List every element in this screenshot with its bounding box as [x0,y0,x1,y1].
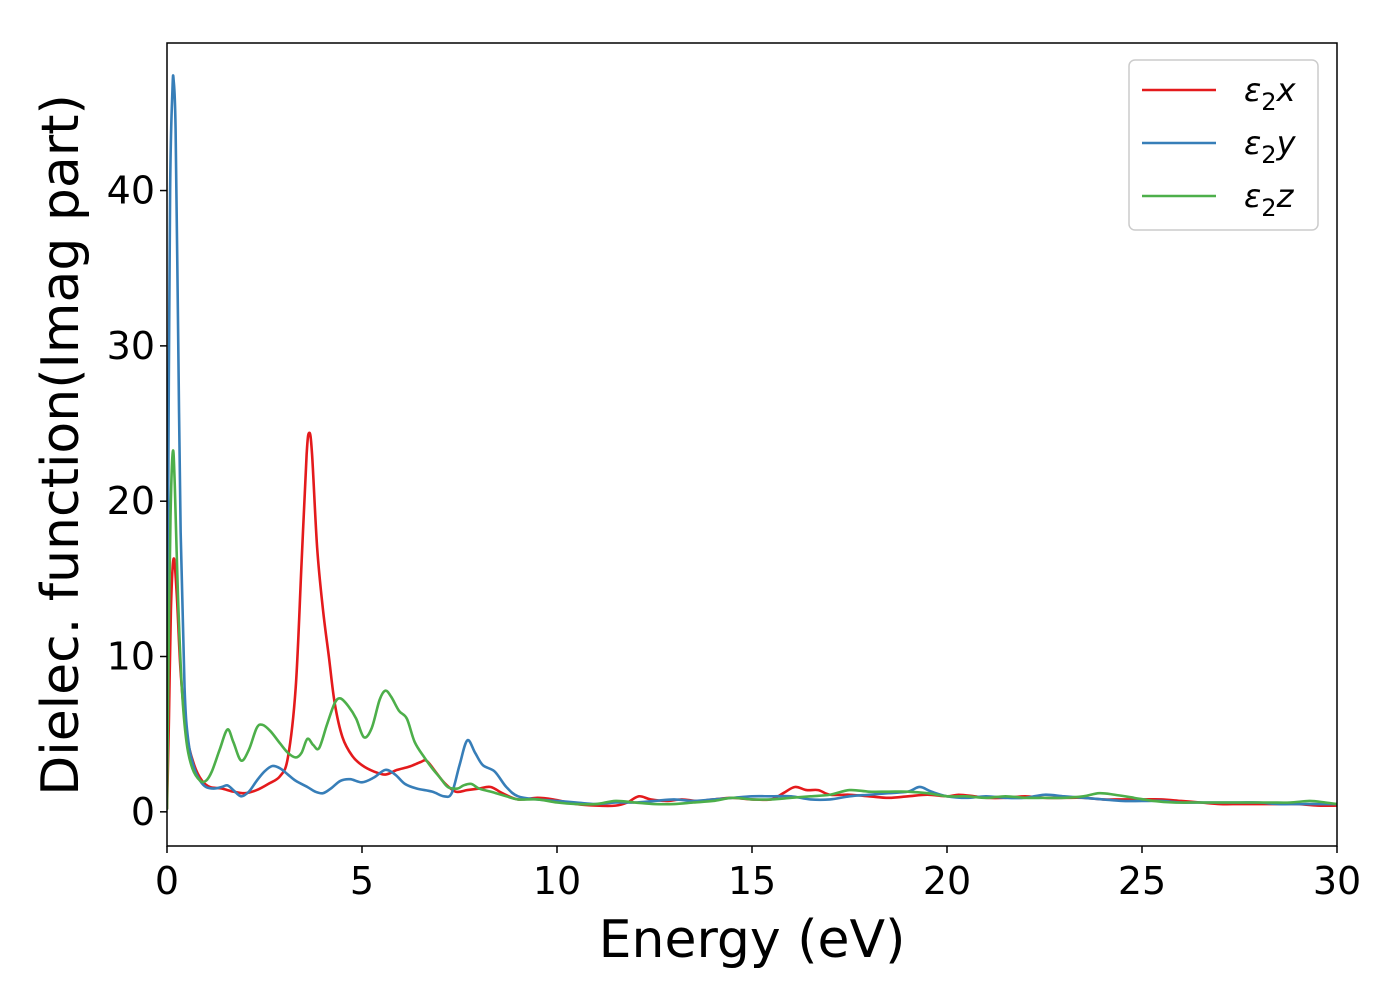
legend: ε2x ε2y ε2z [1128,59,1319,231]
x-tick-label: 10 [533,859,581,903]
x-tick-label: 0 [155,859,179,903]
x-tick-label: 5 [350,859,374,903]
x-tick-label: 15 [728,859,776,903]
series-line-y [167,74,1337,806]
x-tick-label: 30 [1313,859,1361,903]
y-tick-label: 0 [131,790,155,834]
legend-box [1128,59,1319,231]
x-axis-label: Energy (eV) [599,910,906,970]
x-tick-label: 25 [1118,859,1166,903]
y-tick-label: 10 [107,635,155,679]
legend-label-y: ε2y [1244,124,1297,169]
legend-label-x: ε2x [1244,71,1297,116]
series-line-x [167,431,1337,811]
y-axis-label: Dielec. function(Imag part) [31,94,91,796]
x-tick-label: 20 [923,859,971,903]
y-tick-label: 20 [107,479,155,523]
y-tick-label: 30 [107,324,155,368]
legend-label-z: ε2z [1244,177,1295,222]
series-line-z [167,449,1337,811]
y-tick-label: 40 [107,169,155,213]
